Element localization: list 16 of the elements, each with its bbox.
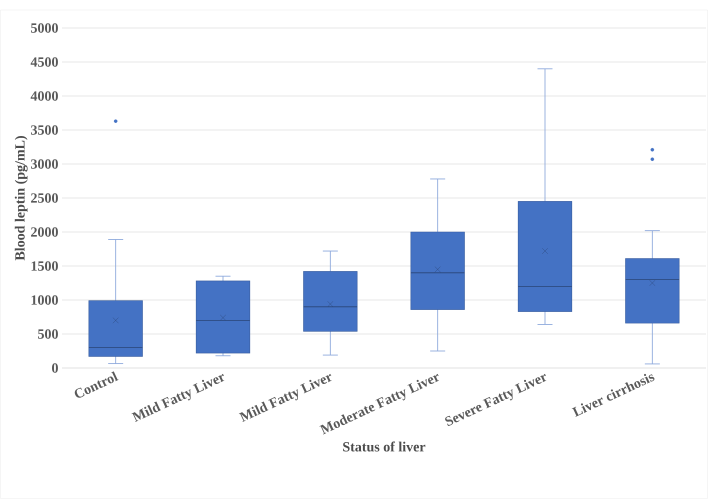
- y-tick-label: 1500: [32, 261, 58, 271]
- y-tick-label: 4500: [30, 57, 58, 67]
- x-tick-label: Mild Fatty Liver: [238, 374, 332, 422]
- y-tick-label: 2500: [31, 193, 58, 203]
- y-tick-label: 2000: [31, 227, 58, 237]
- y-tick-label: 500: [38, 329, 58, 339]
- y-tick-label: 5000: [31, 23, 58, 33]
- y-tick-label: 1000: [32, 295, 58, 305]
- x-axis-title: Status of liver: [343, 442, 426, 452]
- x-tick-label: Mild Fatty Liver: [131, 374, 224, 422]
- y-tick-label: 4000: [30, 91, 58, 101]
- x-tick-label: Severe Fatty Liver: [445, 374, 546, 426]
- y-axis-title: Blood leptin (pg/mL): [14, 136, 28, 260]
- y-tick-label: 3000: [31, 159, 58, 169]
- y-tick-label: 0: [52, 363, 58, 373]
- y-tick-label: 3500: [31, 125, 58, 135]
